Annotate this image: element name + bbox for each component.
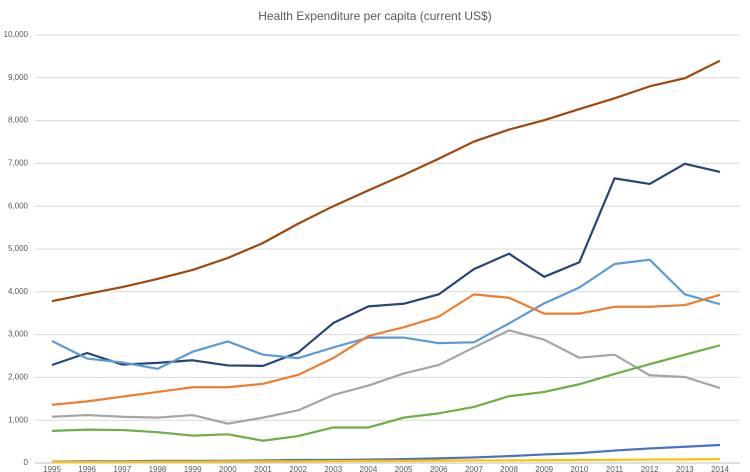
x-tick-label: 2012	[641, 465, 659, 472]
series-line	[51, 344, 721, 442]
series-line	[52, 458, 721, 464]
x-tick-label: 1997	[113, 465, 131, 472]
y-tick-label: 9,000	[8, 73, 29, 82]
y-tick-label: 4,000	[8, 287, 29, 296]
x-tick-label: 1998	[149, 465, 167, 472]
x-tick-label: 2007	[465, 465, 483, 472]
x-tick-label: 2014	[711, 465, 729, 472]
y-tick-label: 7,000	[8, 159, 29, 168]
series-line	[51, 59, 721, 303]
y-tick-label: 3,000	[8, 330, 29, 339]
y-tick-label: 6,000	[8, 201, 29, 210]
x-tick-label: 1995	[43, 465, 61, 472]
x-tick-label: 2001	[254, 465, 272, 472]
x-tick-label: 2000	[219, 465, 237, 472]
y-tick-label: 10,000	[4, 30, 29, 39]
x-tick-label: 2006	[430, 465, 448, 472]
x-tick-label: 2005	[395, 465, 413, 472]
x-tick-label: 1996	[78, 465, 96, 472]
y-tick-label: 5,000	[8, 244, 29, 253]
chart-title: Health Expenditure per capita (current U…	[258, 9, 491, 23]
y-tick-label: 2,000	[8, 373, 29, 382]
x-tick-label: 2011	[606, 465, 624, 472]
x-tick-label: 2003	[324, 465, 342, 472]
x-tick-label: 2008	[500, 465, 518, 472]
x-tick-label: 1999	[184, 465, 202, 472]
y-tick-label: 8,000	[8, 116, 29, 125]
x-tick-label: 2013	[676, 465, 694, 472]
x-tick-label: 2010	[570, 465, 588, 472]
x-tick-label: 2004	[360, 465, 378, 472]
x-tick-label: 2009	[535, 465, 553, 472]
series-line	[51, 293, 721, 406]
y-tick-label: 0	[24, 458, 29, 467]
y-tick-label: 1,000	[8, 415, 29, 424]
series-line	[51, 162, 721, 367]
series-line	[51, 329, 721, 425]
series-line	[51, 258, 721, 370]
x-tick-label: 2002	[289, 465, 307, 472]
